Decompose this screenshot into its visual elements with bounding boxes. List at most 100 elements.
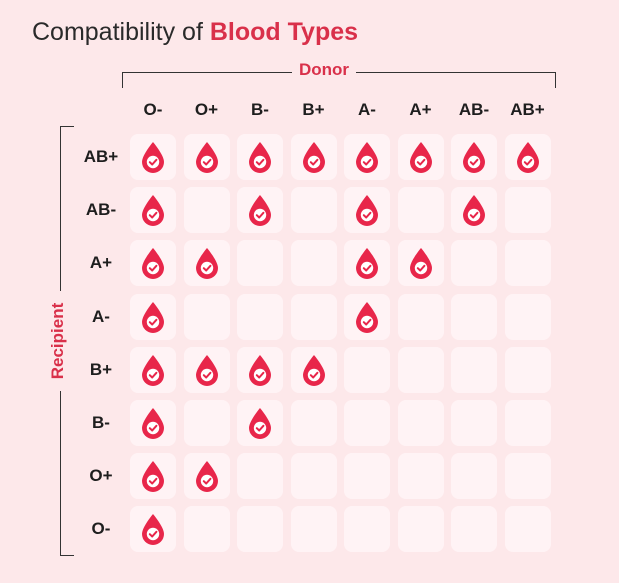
donor-header: AB- <box>458 100 490 119</box>
compatibility-cell <box>504 134 551 180</box>
blood-drop-check-icon <box>140 194 166 227</box>
compatibility-cell <box>504 506 551 553</box>
compatibility-cell <box>397 240 444 287</box>
recipient-header: B- <box>92 413 110 432</box>
compatibility-cell <box>451 187 497 234</box>
compatibility-cell <box>451 453 497 500</box>
compatibility-cell <box>183 134 230 180</box>
blood-drop-check-icon <box>461 194 487 227</box>
compatibility-cell <box>397 134 444 180</box>
compatibility-cell <box>130 400 176 446</box>
compatibility-cell <box>130 240 176 287</box>
compatibility-cell <box>183 346 230 393</box>
recipient-header: B+ <box>89 359 113 379</box>
compatibility-cell <box>237 453 283 500</box>
compatibility-cell <box>451 134 497 180</box>
blood-drop-check-icon <box>354 194 380 227</box>
compatibility-cell <box>290 187 337 234</box>
compatibility-cell <box>451 506 497 553</box>
blood-drop-check-icon <box>140 354 166 386</box>
blood-drop-check-icon <box>247 407 273 439</box>
compatibility-cell <box>183 187 230 234</box>
compatibility-cell <box>397 453 444 500</box>
compatibility-cell <box>397 400 444 446</box>
donor-header: AB+ <box>510 100 545 119</box>
donor-header: A- <box>358 100 376 119</box>
compatibility-cell <box>130 346 176 393</box>
blood-drop-check-icon <box>140 247 166 280</box>
blood-drop-check-icon <box>247 141 273 173</box>
compatibility-cell <box>290 240 337 287</box>
compatibility-cell <box>344 293 390 340</box>
compatibility-cell <box>237 346 283 393</box>
blood-drop-check-icon <box>515 141 541 173</box>
compatibility-cell <box>183 400 230 446</box>
recipient-header: O- <box>91 519 111 539</box>
compatibility-cell <box>344 187 390 234</box>
compatibility-cell <box>451 400 497 446</box>
compatibility-cell <box>504 346 551 393</box>
compatibility-cell <box>504 453 551 500</box>
blood-drop-check-icon <box>354 141 380 173</box>
compatibility-cell <box>183 453 230 500</box>
blood-drop-check-icon <box>461 141 487 173</box>
compatibility-cell <box>183 506 230 553</box>
compatibility-cell <box>290 453 337 500</box>
blood-drop-check-icon <box>408 247 434 280</box>
blood-drop-check-icon <box>194 247 220 280</box>
compatibility-cell <box>290 134 337 180</box>
compatibility-cell <box>344 346 390 393</box>
compatibility-cell <box>344 400 390 446</box>
donor-header: B+ <box>302 100 325 119</box>
blood-drop-check-icon <box>140 407 166 439</box>
compatibility-cell <box>130 506 176 553</box>
blood-drop-check-icon <box>408 141 434 173</box>
donor-header: O+ <box>194 100 219 119</box>
compatibility-cell <box>397 293 444 340</box>
compatibility-cell <box>397 346 444 393</box>
recipient-header: AB+ <box>83 147 119 166</box>
blood-drop-check-icon <box>354 301 380 333</box>
compatibility-cell <box>237 134 283 180</box>
donor-header: B- <box>251 100 269 119</box>
compatibility-cell <box>183 293 230 340</box>
blood-drop-check-icon <box>247 194 273 227</box>
recipient-axis-label: Recipient <box>48 291 68 391</box>
compatibility-cell <box>290 346 337 393</box>
compatibility-cell <box>504 240 551 287</box>
donor-header: O- <box>143 100 163 119</box>
compatibility-cell <box>504 293 551 340</box>
compatibility-cell <box>451 240 497 287</box>
recipient-header: A+ <box>89 253 113 273</box>
compatibility-cell <box>397 187 444 234</box>
donor-header: A+ <box>409 100 432 119</box>
compatibility-cell <box>237 400 283 446</box>
compatibility-cell <box>130 293 176 340</box>
blood-drop-check-icon <box>247 354 273 386</box>
title-prefix: Compatibility of <box>32 18 203 46</box>
blood-drop-check-icon <box>140 141 166 173</box>
blood-drop-check-icon <box>140 513 166 546</box>
blood-drop-check-icon <box>301 141 327 173</box>
compatibility-cell <box>237 240 283 287</box>
page-title: Compatibility of Blood Types <box>32 18 358 47</box>
compatibility-cell <box>344 134 390 180</box>
blood-drop-check-icon <box>194 354 220 386</box>
blood-drop-check-icon <box>194 460 220 493</box>
compatibility-cell <box>130 134 176 180</box>
compatibility-cell <box>344 453 390 500</box>
compatibility-cell <box>290 506 337 553</box>
compatibility-cell <box>451 293 497 340</box>
compatibility-cell <box>451 346 497 393</box>
recipient-header: A- <box>92 306 110 326</box>
compatibility-cell <box>504 400 551 446</box>
blood-drop-check-icon <box>140 301 166 333</box>
compatibility-cell <box>290 293 337 340</box>
compatibility-cell <box>344 506 390 553</box>
compatibility-cell <box>504 187 551 234</box>
compatibility-cell <box>344 240 390 287</box>
blood-drop-check-icon <box>301 354 327 386</box>
blood-drop-check-icon <box>194 141 220 173</box>
compatibility-cell <box>237 506 283 553</box>
compatibility-cell <box>397 506 444 553</box>
